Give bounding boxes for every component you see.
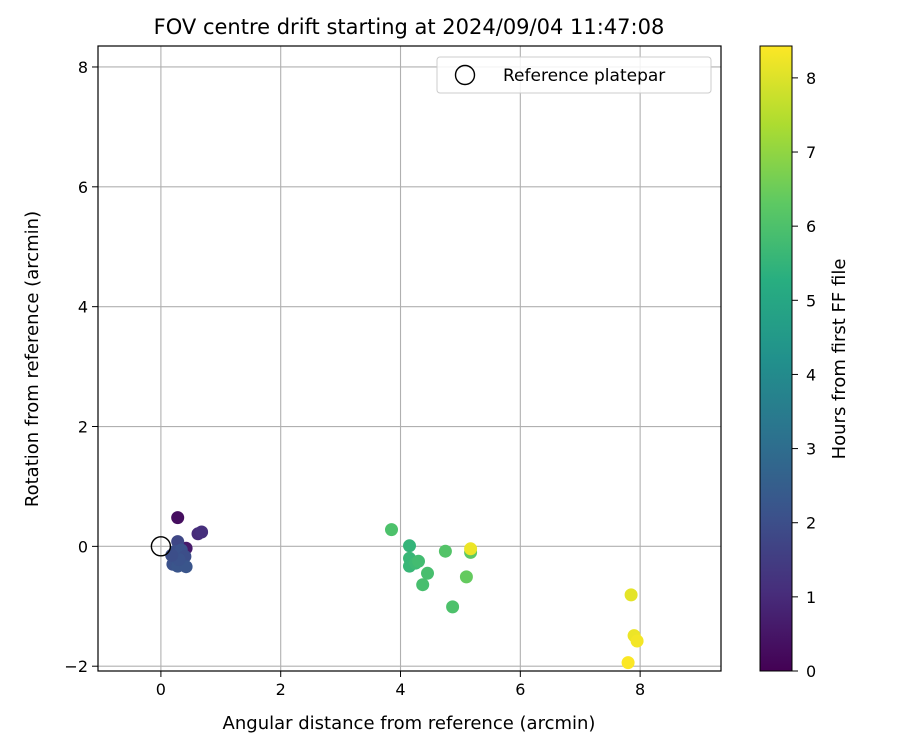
y-axis-label: Rotation from reference (arcmin) bbox=[22, 211, 43, 507]
colorbar-tick-label: 2 bbox=[806, 514, 816, 533]
x-axis-label: Angular distance from reference (arcmin) bbox=[223, 713, 596, 734]
data-point bbox=[171, 511, 185, 525]
data-point bbox=[385, 523, 398, 537]
colorbar-tick-label: 1 bbox=[806, 588, 816, 607]
data-point bbox=[621, 656, 635, 670]
colorbar-tick-label: 3 bbox=[806, 440, 816, 459]
data-point bbox=[630, 634, 644, 648]
data-point bbox=[421, 566, 434, 580]
reference-marker bbox=[150, 536, 172, 557]
y-tick-label: 6 bbox=[78, 178, 88, 197]
x-tick-label: 8 bbox=[635, 680, 645, 699]
data-point bbox=[624, 588, 638, 602]
data-points bbox=[165, 511, 644, 670]
reference-platepar-marker bbox=[150, 536, 172, 557]
data-point bbox=[464, 542, 478, 556]
data-point bbox=[446, 600, 460, 614]
colorbar-tick-label: 6 bbox=[806, 217, 816, 236]
plot-frame bbox=[97, 45, 722, 672]
data-point bbox=[438, 544, 452, 558]
data-point bbox=[165, 548, 179, 562]
legend-label: Reference platepar bbox=[503, 66, 665, 86]
colorbar-ticks: 0 1 2 3 4 5 6 7 8 bbox=[792, 69, 816, 681]
data-point bbox=[195, 525, 209, 539]
data-point bbox=[416, 578, 430, 592]
colorbar-label: Hours from first FF file bbox=[829, 259, 850, 460]
legend: Reference platepar bbox=[436, 56, 712, 94]
colorbar bbox=[759, 45, 793, 672]
x-tick-label: 6 bbox=[515, 680, 525, 699]
y-tick-label: 0 bbox=[78, 537, 88, 556]
y-tick-label: 8 bbox=[78, 58, 88, 77]
chart-title: FOV centre drift starting at 2024/09/04 … bbox=[154, 15, 665, 39]
x-tick-label: 0 bbox=[156, 680, 166, 699]
x-tick-label: 4 bbox=[395, 680, 405, 699]
data-point bbox=[459, 570, 473, 584]
y-tick-label: −2 bbox=[64, 657, 88, 676]
y-axis-ticks: −2 0 2 4 6 8 bbox=[64, 58, 98, 676]
x-tick-label: 2 bbox=[276, 680, 286, 699]
legend-reference-marker bbox=[454, 64, 476, 86]
legend-box bbox=[436, 56, 712, 94]
colorbar-tick-label: 5 bbox=[806, 291, 816, 310]
colorbar-tick-label: 7 bbox=[806, 143, 816, 162]
y-tick-label: 4 bbox=[78, 298, 88, 317]
y-tick-label: 2 bbox=[78, 418, 88, 437]
colorbar-tick-label: 4 bbox=[806, 365, 816, 384]
data-point bbox=[403, 539, 416, 553]
colorbar-tick-label: 0 bbox=[806, 662, 816, 681]
colorbar-tick-label: 8 bbox=[806, 69, 816, 88]
grid-lines bbox=[98, 46, 721, 671]
x-axis-ticks: 0 2 4 6 8 bbox=[156, 671, 645, 699]
data-point bbox=[412, 554, 425, 568]
